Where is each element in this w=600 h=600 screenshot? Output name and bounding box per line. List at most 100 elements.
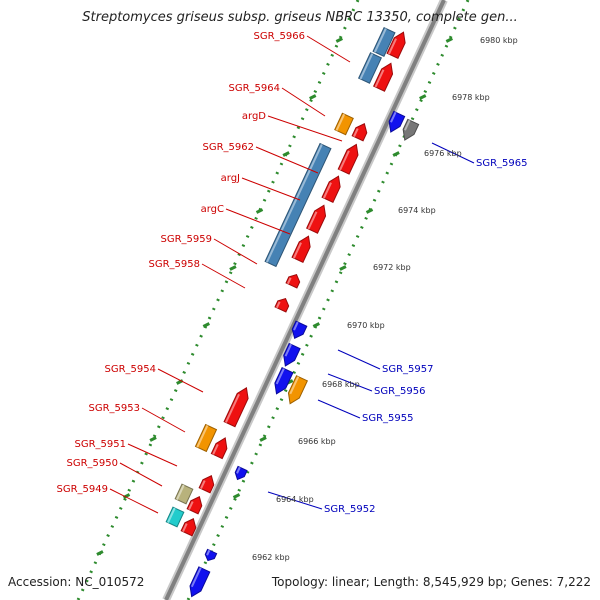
tick-mark — [122, 493, 131, 499]
leader-sgr_5966 — [306, 35, 351, 63]
kbp-label-6964: 6964 kbp — [276, 495, 314, 504]
kbp-label-6968: 6968 kbp — [322, 380, 360, 389]
gene-red-13-body — [186, 496, 203, 515]
kbp-label-6974: 6974 kbp — [398, 206, 436, 215]
kbp-label-6976: 6976 kbp — [424, 149, 462, 158]
leader-sgr_5956 — [327, 373, 373, 392]
label-forward-sgr_5953: SGR_5953 — [89, 403, 141, 414]
gene-sgr-5966-a — [357, 52, 383, 84]
gene-red-11-highlight — [212, 443, 219, 455]
label-forward-sgr_5949: SGR_5949 — [57, 484, 109, 495]
gene-sgr-5966-b — [372, 27, 396, 57]
leader-argj — [241, 177, 301, 201]
label-forward-argj: argJ — [221, 173, 240, 184]
leader-sgr_5954 — [157, 368, 204, 393]
gene-blue-4-body — [274, 367, 294, 395]
gene-red-10 — [223, 387, 249, 428]
gene-sgr-5953 — [194, 423, 218, 453]
gene-red-13-highlight — [188, 501, 194, 510]
gene-red-7-highlight — [292, 242, 302, 259]
tick-mark — [202, 322, 210, 328]
gene-red-4-highlight — [339, 150, 350, 171]
gene-sgr-5955 — [287, 375, 309, 405]
gene-sgr-5949 — [165, 506, 185, 528]
gene-sgr-5966-a-body — [357, 52, 383, 84]
gene-sgr-5950 — [174, 483, 194, 505]
leader-argc — [225, 208, 291, 235]
gene-red-8-highlight — [286, 277, 292, 285]
gene-blue-6-body — [204, 548, 218, 562]
label-forward-sgr_5951: SGR_5951 — [75, 439, 127, 450]
gene-blue-5 — [234, 465, 248, 481]
kbp-label-6966: 6966 kbp — [298, 437, 336, 446]
gene-red-3 — [351, 123, 368, 142]
topology-text: Topology: linear; Length: 8,545,929 bp; … — [271, 575, 591, 589]
gene-blue-4-highlight — [275, 368, 285, 385]
gene-red-11 — [210, 437, 228, 460]
gene-blue-5-highlight — [236, 466, 241, 474]
gene-sgr-5953-highlight — [196, 425, 209, 448]
leader-sgr_5957 — [337, 349, 381, 370]
gene-features — [165, 27, 420, 598]
gene-red-12-highlight — [200, 480, 206, 489]
gene-red-7-body — [291, 235, 311, 263]
gene-red-2 — [386, 31, 406, 59]
gene-red-1 — [372, 62, 394, 92]
tick-mark — [392, 151, 400, 157]
gene-argd-body — [334, 112, 354, 136]
gene-red-3-body — [351, 123, 368, 142]
label-forward-sgr_5958: SGR_5958 — [149, 259, 201, 270]
kbp-label-6972: 6972 kbp — [373, 263, 411, 272]
gene-blue-7-highlight — [190, 567, 202, 588]
gene-sgr-5949-body — [165, 506, 185, 528]
tick-mark — [365, 208, 374, 214]
gene-red-9 — [274, 297, 290, 313]
genome-title: Streptomyces griseus subsp. griseus NBRC… — [82, 10, 518, 25]
tick-mark — [229, 265, 237, 271]
label-forward-sgr_5964: SGR_5964 — [229, 83, 281, 94]
label-reverse-sgr_5956: SGR_5956 — [374, 386, 426, 397]
gene-red-1-highlight — [374, 69, 385, 88]
leader-sgr_5952 — [267, 491, 323, 510]
gene-red-5-body — [321, 175, 341, 203]
label-reverse-sgr_5952: SGR_5952 — [324, 504, 376, 515]
gene-red-6-highlight — [307, 211, 318, 230]
gene-sgr-5950-highlight — [176, 484, 185, 500]
gene-blue-3 — [283, 342, 301, 367]
gene-red-14 — [180, 518, 197, 537]
gene-red-5-highlight — [322, 182, 332, 199]
gene-red-14-highlight — [182, 523, 188, 532]
gene-red-6-body — [305, 204, 327, 234]
gene-red-7 — [291, 235, 311, 263]
gene-sgr-5962-argj-body — [264, 142, 332, 268]
gene-red-11-body — [210, 437, 228, 460]
gene-blue-1 — [388, 110, 406, 133]
gene-blue-6-highlight — [206, 549, 211, 556]
gene-red-12-body — [198, 475, 215, 494]
gene-sgr-5965 — [402, 118, 420, 141]
gene-blue-6 — [204, 548, 218, 562]
gene-red-10-highlight — [225, 393, 240, 423]
gene-sgr-5955-body — [287, 375, 309, 405]
leader-sgr_5962 — [255, 146, 319, 174]
accession-text: Accession: NC_010572 — [8, 575, 145, 589]
backbone-line — [164, 0, 446, 600]
gene-sgr-5953-body — [194, 423, 218, 453]
gene-blue-7 — [189, 566, 211, 598]
label-forward-sgr_5959: SGR_5959 — [161, 234, 213, 245]
gene-red-2-body — [386, 31, 406, 59]
gene-labels: SGR_5966 SGR_5964 argD SGR_5962 argJ argC SGR_… — [57, 31, 528, 515]
gene-sgr-5966-b-highlight — [373, 28, 387, 53]
leader-sgr_5953 — [141, 407, 186, 433]
gene-red-13 — [186, 496, 203, 515]
tick-mark — [96, 550, 104, 556]
tick-dot-line-2 — [76, 0, 360, 600]
leader-sgr_5959 — [213, 238, 258, 265]
gene-red-9-body — [274, 297, 290, 313]
label-reverse-sgr_5957: SGR_5957 — [382, 364, 434, 375]
kbp-tick-labels: 6962 kbp 6964 kbp 6966 kbp 6968 kbp 6970 kbp… — [252, 36, 518, 562]
gene-red-2-highlight — [387, 38, 397, 55]
gene-red-14-body — [180, 518, 197, 537]
